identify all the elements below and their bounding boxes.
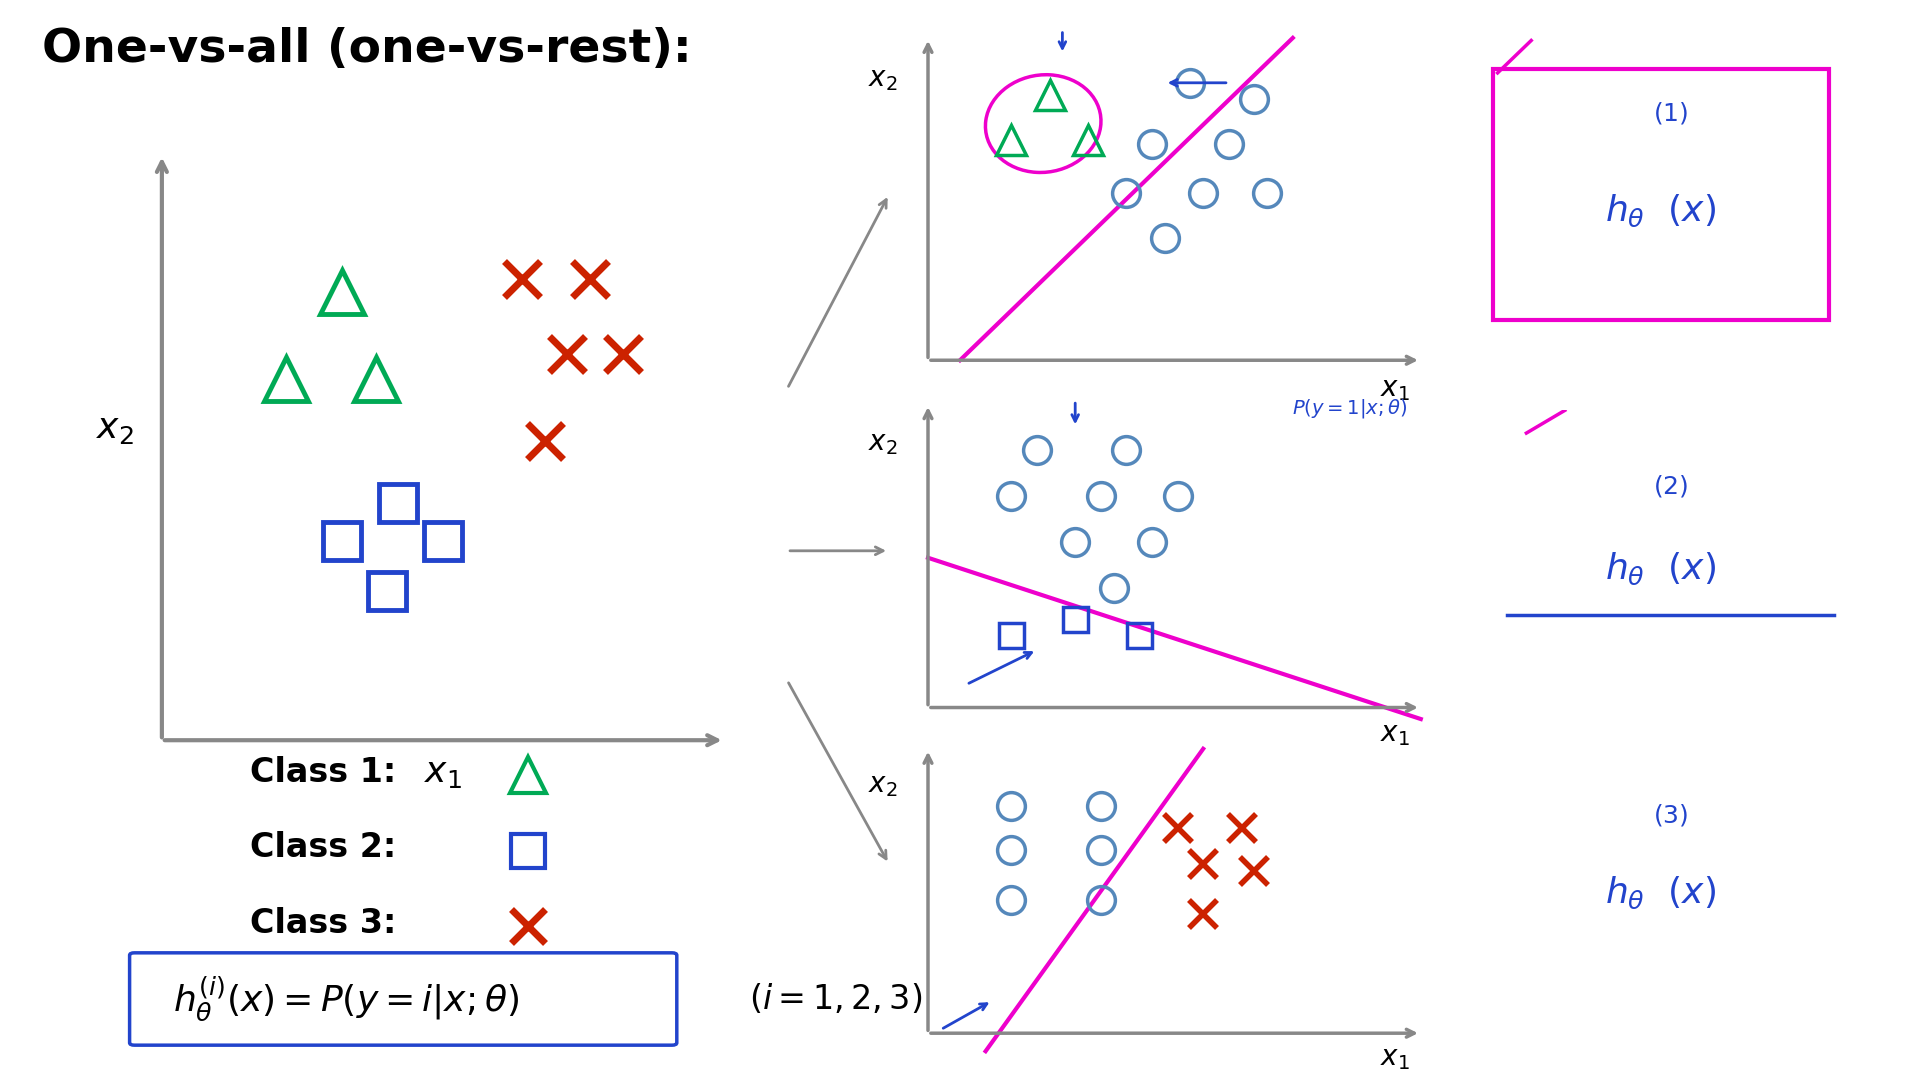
- Text: $x_2$: $x_2$: [868, 429, 899, 457]
- Text: Class 2:: Class 2:: [250, 832, 396, 864]
- Text: $(i=1,2,3)$: $(i=1,2,3)$: [749, 982, 922, 1016]
- Text: $P(y=1|x;\theta)$: $P(y=1|x;\theta)$: [1292, 397, 1407, 420]
- Text: $x_1$: $x_1$: [424, 756, 463, 791]
- Text: $x_1$: $x_1$: [1380, 1044, 1409, 1072]
- Text: $x_2$: $x_2$: [868, 65, 899, 93]
- Text: $h_\theta\ \ (x)$: $h_\theta\ \ (x)$: [1605, 551, 1716, 588]
- Text: Class 1:: Class 1:: [250, 756, 396, 788]
- Text: Class 3:: Class 3:: [250, 907, 396, 940]
- Text: $(3)$: $(3)$: [1653, 802, 1688, 828]
- Text: $x_1$: $x_1$: [1380, 720, 1409, 748]
- Text: $h_\theta\ \ (x)$: $h_\theta\ \ (x)$: [1605, 192, 1716, 229]
- Text: $(2)$: $(2)$: [1653, 473, 1688, 499]
- Text: $x_2$: $x_2$: [868, 771, 899, 799]
- Text: $x_2$: $x_2$: [96, 411, 134, 446]
- Text: One-vs-all (one-vs-rest):: One-vs-all (one-vs-rest):: [42, 27, 691, 72]
- Text: $h_\theta^{(i)}(x) = P(y=i|x;\theta)$: $h_\theta^{(i)}(x) = P(y=i|x;\theta)$: [173, 974, 520, 1024]
- Text: $x_1$: $x_1$: [1380, 375, 1409, 403]
- Text: $(1)$: $(1)$: [1653, 100, 1688, 126]
- Text: $h_\theta\ \ (x)$: $h_\theta\ \ (x)$: [1605, 875, 1716, 910]
